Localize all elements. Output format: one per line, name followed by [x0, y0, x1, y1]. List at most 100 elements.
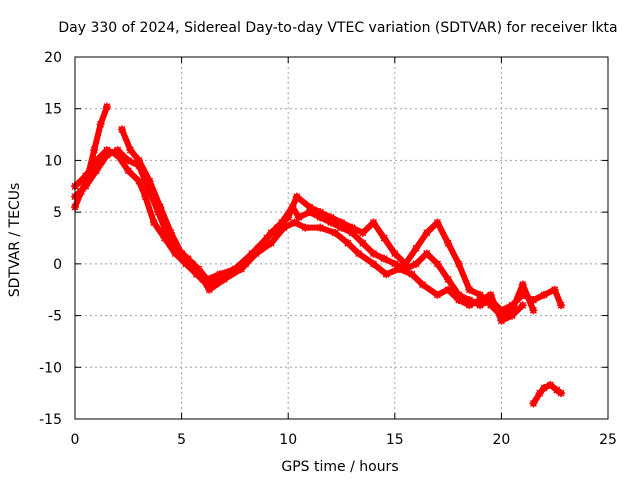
data-point [113, 151, 122, 160]
x-tick-label: 5 [177, 432, 186, 448]
data-point [348, 223, 357, 232]
data-point [433, 259, 442, 268]
tick-labels: 0 5 10 15 20 25 -15 -10 -5 0 5 10 15 20 [39, 50, 617, 448]
data-point [102, 146, 111, 155]
data-point [529, 306, 538, 315]
plot-frame [74, 56, 609, 420]
data-point [412, 259, 421, 268]
data-point [465, 285, 474, 294]
data-point [237, 265, 246, 274]
data-point [149, 218, 158, 227]
data-point [279, 223, 288, 232]
data-point [369, 259, 378, 268]
grid [75, 57, 608, 419]
data-point [188, 259, 197, 268]
data-point [284, 213, 293, 222]
data-point [290, 218, 299, 227]
y-tick-label: -10 [39, 360, 62, 376]
data-point [301, 223, 310, 232]
data-point [444, 275, 453, 284]
data-point [540, 383, 549, 392]
data-point [211, 275, 220, 284]
data-point [486, 290, 495, 299]
data-point [96, 120, 105, 129]
chart-title: Day 330 of 2024, Sidereal Day-to-day VTE… [58, 20, 617, 36]
data-point [358, 228, 367, 237]
data-point [156, 202, 165, 211]
data-point [518, 290, 527, 299]
data-point [292, 192, 301, 201]
series-trace-e [529, 380, 566, 408]
y-tick-label: 10 [44, 153, 62, 169]
data-point [124, 156, 133, 165]
data-point [486, 301, 495, 310]
data-point [92, 156, 101, 165]
data-point [113, 146, 122, 155]
data-point [550, 285, 559, 294]
data-point [326, 218, 335, 227]
data-point [316, 208, 325, 217]
data-point [126, 146, 135, 155]
data-point [337, 218, 346, 227]
data-point [92, 166, 101, 175]
data-point [382, 270, 391, 279]
data-point [454, 296, 463, 305]
y-tick-label: 5 [53, 205, 62, 221]
data-point [465, 301, 474, 310]
x-tick-label: 20 [492, 432, 510, 448]
series-trace-d [117, 125, 527, 325]
y-tick-label: 0 [53, 257, 62, 273]
data-point [102, 102, 111, 111]
x-tick-label: 0 [71, 432, 80, 448]
x-tick-label: 10 [279, 432, 297, 448]
data-point [205, 285, 214, 294]
data-point [390, 249, 399, 258]
data-point [230, 265, 239, 274]
data-point [369, 249, 378, 258]
data-point [348, 228, 357, 237]
data-point [508, 311, 517, 320]
data-point [166, 228, 175, 237]
data-point [390, 259, 399, 268]
data-point [316, 213, 325, 222]
data-point [215, 270, 224, 279]
data-point [552, 386, 561, 395]
data-point [141, 192, 150, 201]
data-point [476, 290, 485, 299]
x-axis-label: GPS time / hours [281, 459, 398, 475]
data-point [177, 249, 186, 258]
data-point [273, 223, 282, 232]
data-point [337, 223, 346, 232]
data-point [518, 280, 527, 289]
data-point [262, 234, 271, 242]
data-point [557, 301, 566, 310]
x-tick-label: 15 [386, 432, 404, 448]
data-point [81, 171, 90, 180]
data-point [81, 182, 90, 191]
data-point [316, 223, 325, 232]
data-point [433, 290, 442, 299]
data-point [508, 306, 517, 315]
data-point [247, 249, 256, 258]
data-series [71, 102, 566, 408]
data-point [331, 228, 340, 237]
data-point [162, 228, 171, 237]
data-point [518, 301, 527, 310]
data-point [401, 259, 410, 268]
data-point [465, 296, 474, 305]
data-point [171, 249, 180, 258]
data-point [546, 380, 555, 389]
data-point [418, 280, 427, 289]
y-tick-label: -15 [39, 412, 62, 428]
data-point [422, 228, 431, 237]
data-point [454, 290, 463, 299]
data-point [497, 316, 506, 325]
data-point [529, 296, 538, 305]
data-point [433, 218, 442, 227]
data-point [267, 239, 276, 248]
data-point [154, 208, 163, 217]
data-point [124, 166, 133, 175]
y-tick-label: 20 [44, 50, 62, 66]
data-point [422, 249, 431, 258]
data-point [305, 202, 314, 211]
